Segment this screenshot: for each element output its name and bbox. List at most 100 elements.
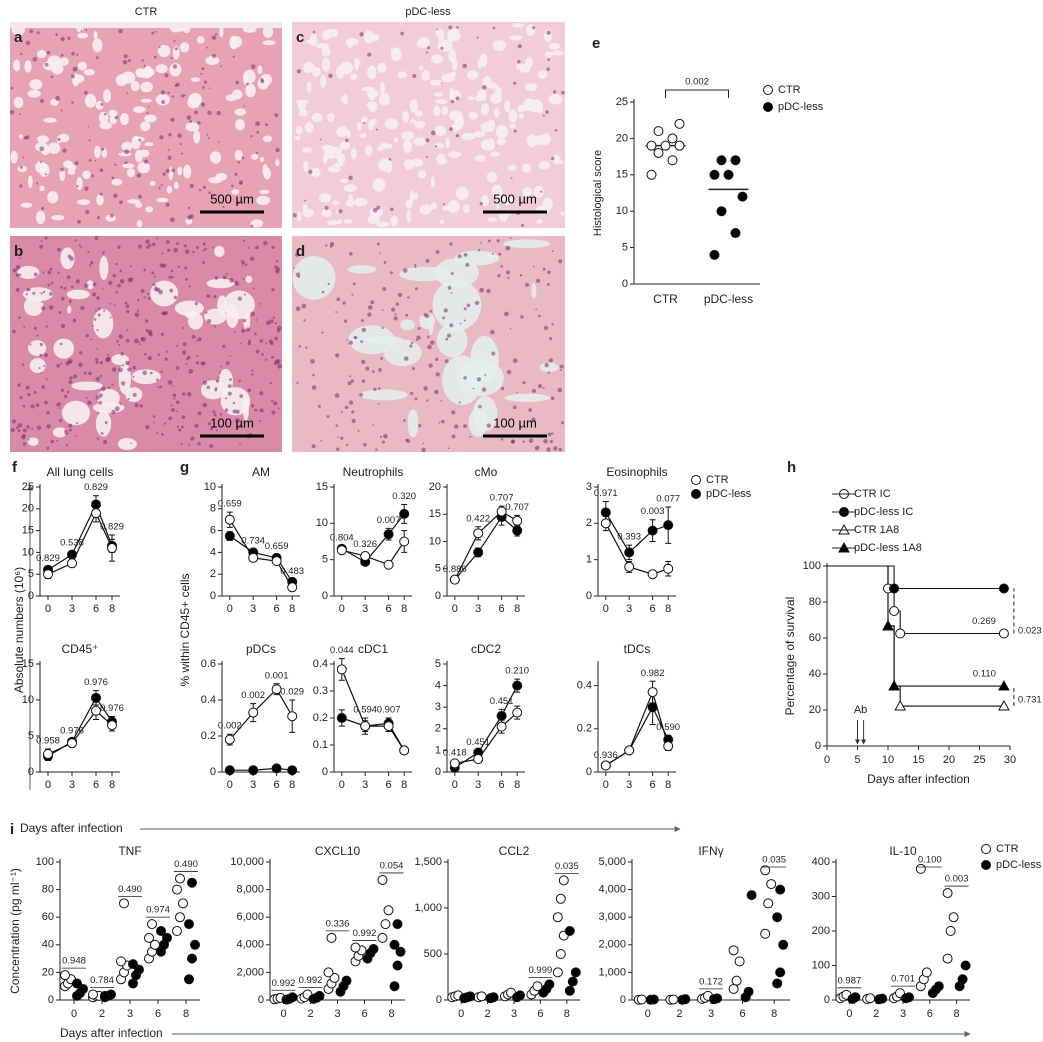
micrograph-texture: [127, 367, 132, 372]
micrograph-texture: [447, 285, 452, 290]
micrograph-texture: [209, 444, 214, 449]
micrograph-texture: [60, 53, 64, 57]
data-point: [271, 684, 282, 695]
micrograph-texture: [416, 335, 421, 340]
panel-letter: a: [14, 29, 23, 46]
micrograph-texture: [32, 291, 36, 295]
micrograph-texture: [70, 285, 74, 289]
micrograph-texture: [368, 119, 374, 131]
y-tick-label: 0: [436, 994, 442, 1006]
micrograph-texture: [169, 288, 174, 293]
panel-letter: e: [592, 35, 600, 52]
y-tick-label: 10: [22, 694, 34, 706]
micrograph-texture: [473, 130, 486, 138]
micrograph-texture: [10, 22, 282, 28]
micrograph-texture: [56, 402, 61, 407]
micrograph-texture: [206, 294, 211, 298]
micrograph-texture: [56, 439, 58, 442]
data-point: [377, 874, 388, 885]
micrograph-texture: [59, 57, 69, 66]
data-point: [449, 574, 460, 585]
micrograph-texture: [55, 33, 58, 36]
micrograph-texture: [170, 56, 173, 60]
micrograph-texture: [536, 219, 543, 224]
data-point: [187, 877, 197, 888]
micrograph-texture: [33, 326, 37, 330]
micrograph-texture: [19, 273, 22, 276]
data-point: [350, 942, 361, 953]
micrograph-texture: [85, 209, 90, 215]
micrograph-texture: [95, 357, 99, 361]
y-tick-label: 100: [812, 959, 830, 971]
data-point: [743, 986, 754, 997]
micrograph-texture: [274, 113, 279, 118]
micrograph-texture: [505, 270, 511, 275]
y-tick-label: 15: [429, 508, 441, 520]
x-tick-label: 8: [665, 603, 671, 615]
p-value: 0.001: [265, 670, 289, 681]
micrograph-texture: [248, 339, 252, 343]
micrograph-texture: [468, 111, 479, 120]
y-tick-label: 0.2: [201, 730, 216, 742]
micrograph-texture: [546, 30, 551, 35]
micrograph-texture: [271, 399, 274, 403]
micrograph-texture: [182, 342, 187, 347]
micrograph-texture: [320, 439, 323, 442]
micrograph-texture: [36, 334, 39, 337]
y-tick-label: 10: [316, 517, 328, 529]
micrograph-texture: [119, 200, 123, 205]
x-tick-label: 0: [458, 1008, 464, 1020]
micrograph-texture: [109, 302, 112, 305]
micrograph-texture: [80, 306, 85, 311]
data-point: [998, 583, 1009, 594]
micrograph-texture: [48, 305, 54, 310]
micrograph-texture: [480, 103, 490, 116]
micrograph-texture: [15, 426, 19, 430]
micrograph-texture: [523, 98, 536, 112]
micrograph-texture: [435, 250, 440, 254]
micrograph-texture: [486, 138, 496, 151]
micrograph-texture: [96, 388, 120, 408]
micrograph-texture: [325, 244, 328, 247]
x-tick-label: 6: [386, 603, 392, 615]
micrograph-texture: [91, 174, 95, 178]
micrograph-texture: [187, 312, 204, 330]
micrograph-texture: [50, 439, 55, 444]
micrograph-texture: [305, 346, 308, 349]
series-line: [454, 516, 518, 581]
micrograph-texture: [197, 411, 202, 416]
data-point: [314, 990, 325, 1001]
y-tick-label: 0: [620, 994, 626, 1006]
data-point: [680, 994, 691, 1005]
micrograph-texture: [302, 147, 312, 153]
micrograph-texture: [253, 408, 257, 412]
micrograph-texture: [111, 383, 114, 386]
micrograph-texture: [86, 280, 94, 290]
micrograph-texture: [185, 122, 200, 132]
micrograph-texture: [343, 219, 353, 224]
p-value: 0.110: [973, 669, 996, 680]
micrograph-texture: [367, 305, 373, 310]
micrograph-texture: [12, 268, 17, 273]
chart-title: CCL2: [499, 844, 530, 858]
micrograph-texture: [388, 158, 392, 161]
micrograph-texture: [188, 92, 202, 106]
micrograph-texture: [67, 36, 71, 40]
micrograph-texture: [335, 424, 339, 427]
micrograph-texture: [234, 280, 238, 284]
micrograph-texture: [487, 217, 498, 222]
micrograph-texture: [36, 182, 39, 185]
micrograph-texture: [391, 307, 396, 312]
micrograph-texture: [206, 385, 211, 390]
micrograph-texture: [438, 421, 440, 424]
micrograph-texture: [440, 82, 443, 84]
micrograph-texture: [449, 242, 453, 246]
micrograph-texture: [232, 409, 237, 414]
micrograph-texture: [213, 413, 217, 417]
x-tick-label: 2: [873, 1008, 879, 1020]
micrograph-texture: [138, 194, 142, 199]
y-tick-label: 25: [616, 96, 628, 108]
micrograph-texture: [440, 46, 444, 50]
data-point: [162, 932, 172, 943]
micrograph-texture: [194, 110, 198, 115]
